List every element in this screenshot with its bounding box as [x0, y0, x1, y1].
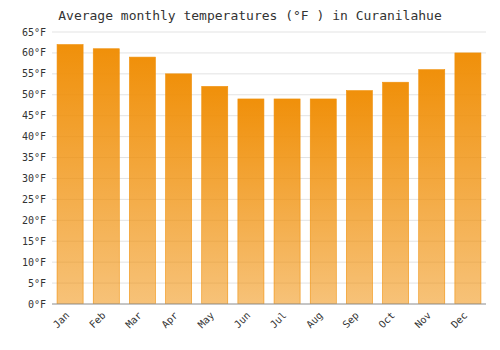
bar	[346, 91, 372, 304]
bar	[93, 49, 119, 304]
y-tick-label: 20°F	[22, 215, 46, 226]
grid-line	[52, 304, 486, 305]
bar	[383, 82, 409, 304]
x-tick-label: Mar	[123, 310, 144, 331]
x-tick-label: May	[196, 310, 217, 331]
title: Average monthly temperatures (°F ) in Cu…	[58, 8, 442, 23]
grid	[52, 32, 486, 304]
bar	[419, 70, 445, 304]
x-tick-label: Jan	[51, 310, 72, 331]
bar	[310, 99, 336, 304]
y-tick-label: 15°F	[22, 236, 46, 247]
x-tick-label: Sep	[340, 310, 361, 331]
chart: Average monthly temperatures (°F ) in Cu…	[0, 0, 500, 350]
y-tick-label: 65°F	[22, 27, 46, 38]
grid-line	[52, 32, 486, 33]
y-tick-label: 50°F	[22, 89, 46, 100]
bar	[166, 74, 192, 304]
y-tick-label: 10°F	[22, 257, 46, 268]
y-tick-label: 40°F	[22, 131, 46, 142]
bar	[274, 99, 300, 304]
x-tick-label: Oct	[376, 310, 397, 331]
bar	[129, 57, 155, 304]
x-tick-label: Dec	[449, 310, 470, 331]
bar	[202, 86, 228, 304]
y-tick-label: 45°F	[22, 110, 46, 121]
x-axis-line	[52, 304, 486, 305]
x-tick-label: Jun	[232, 310, 253, 331]
bars	[57, 45, 481, 304]
x-tick-label: Feb	[87, 310, 108, 331]
y-tick-label: 0°F	[28, 299, 46, 310]
x-tick-label: Nov	[413, 310, 434, 331]
y-tick-label: 30°F	[22, 173, 46, 184]
y-tick-label: 5°F	[28, 278, 46, 289]
x-tick-label: Jul	[268, 310, 289, 331]
bar	[57, 45, 83, 304]
bar	[238, 99, 264, 304]
x-tick-label: Apr	[159, 310, 180, 331]
y-tick-label: 60°F	[22, 47, 46, 58]
y-tick-label: 55°F	[22, 68, 46, 79]
bar	[455, 53, 481, 304]
x-tick-label: Aug	[304, 310, 325, 331]
y-tick-label: 25°F	[22, 194, 46, 205]
background	[0, 0, 500, 350]
y-tick-label: 35°F	[22, 152, 46, 163]
